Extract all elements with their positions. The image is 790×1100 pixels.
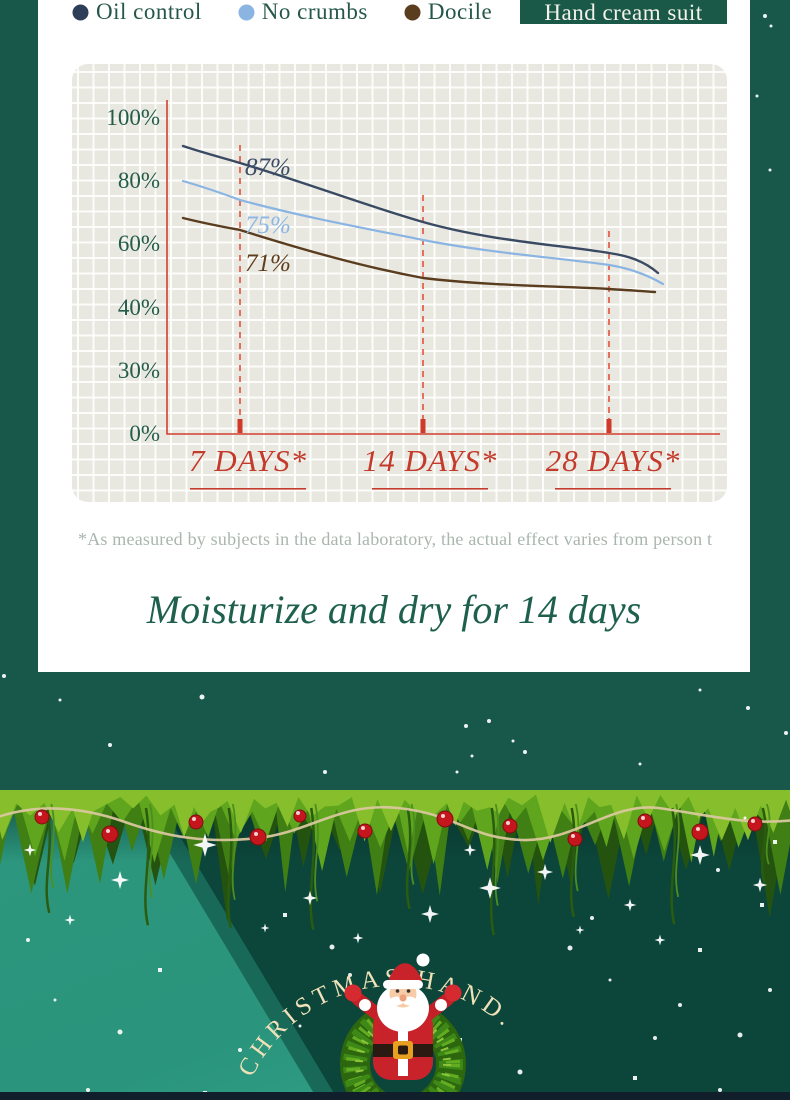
oil-control-dot-icon — [72, 4, 89, 20]
curve-no-crumbs — [181, 179, 665, 286]
hand-cream-suit-badge: Hand cream suit — [520, 0, 727, 25]
section-headline: Moisturize and dry for 14 days — [146, 587, 642, 632]
x-underline-7-days — [190, 488, 306, 490]
legend-item-docile: Docile — [404, 0, 492, 25]
x-label-7-days: 7 DAYS* — [189, 443, 307, 478]
y-tick-30: 30% — [118, 358, 160, 383]
value-label-no-crumbs: 75% — [245, 212, 291, 239]
santa-in-wreath — [340, 953, 466, 1100]
bottom-navy-strip — [0, 1092, 790, 1100]
christmas-hand-emblem: CHRISTMAS HAND. — [26, 816, 777, 1100]
x-label-28-days: 28 DAYS* — [546, 443, 681, 478]
legend-item-no-crumbs: No crumbs — [238, 0, 368, 25]
tick-7-days — [237, 419, 243, 433]
tick-28-days — [606, 419, 612, 433]
legend-item-oil-control: Oil control — [72, 0, 202, 25]
no-crumbs-dot-icon — [238, 4, 255, 20]
y-tick-60: 60% — [118, 231, 160, 256]
value-label-oil-control: 87% — [245, 154, 291, 181]
y-tick-100: 100% — [106, 105, 160, 130]
chart-canvas: 100% 80% 60% 40% 30% 0% 87% 75% 71% 7 DA… — [106, 100, 720, 490]
legend-label: Docile — [427, 0, 493, 24]
docile-dot-icon — [404, 4, 421, 20]
chart-footnote: *As measured by subjects in the data lab… — [78, 529, 713, 549]
y-tick-0: 0% — [129, 421, 160, 446]
y-tick-40: 40% — [118, 295, 160, 320]
x-underline-28-days — [555, 488, 671, 490]
christmas-section: CHRISTMAS HAND. — [0, 790, 790, 1100]
curve-docile — [181, 216, 657, 294]
legend-label: Oil control — [96, 0, 202, 24]
chart-legend: Oil control No crumbs Docile — [72, 0, 516, 27]
content-card: Oil control No crumbs Docile Hand cream … — [38, 0, 750, 672]
tick-14-days — [420, 419, 426, 433]
curve-oil-control — [181, 144, 660, 275]
legend-label: No crumbs — [261, 0, 368, 24]
y-tick-80: 80% — [118, 168, 160, 193]
santa-icon — [344, 953, 462, 1080]
x-label-14-days: 14 DAYS* — [363, 443, 498, 478]
chart-axis — [166, 100, 720, 435]
effect-line-chart: 100% 80% 60% 40% 30% 0% 87% 75% 71% 7 DA… — [72, 64, 727, 502]
value-label-docile: 71% — [245, 250, 291, 277]
pine-garland — [0, 790, 790, 946]
x-underline-14-days — [372, 488, 488, 490]
